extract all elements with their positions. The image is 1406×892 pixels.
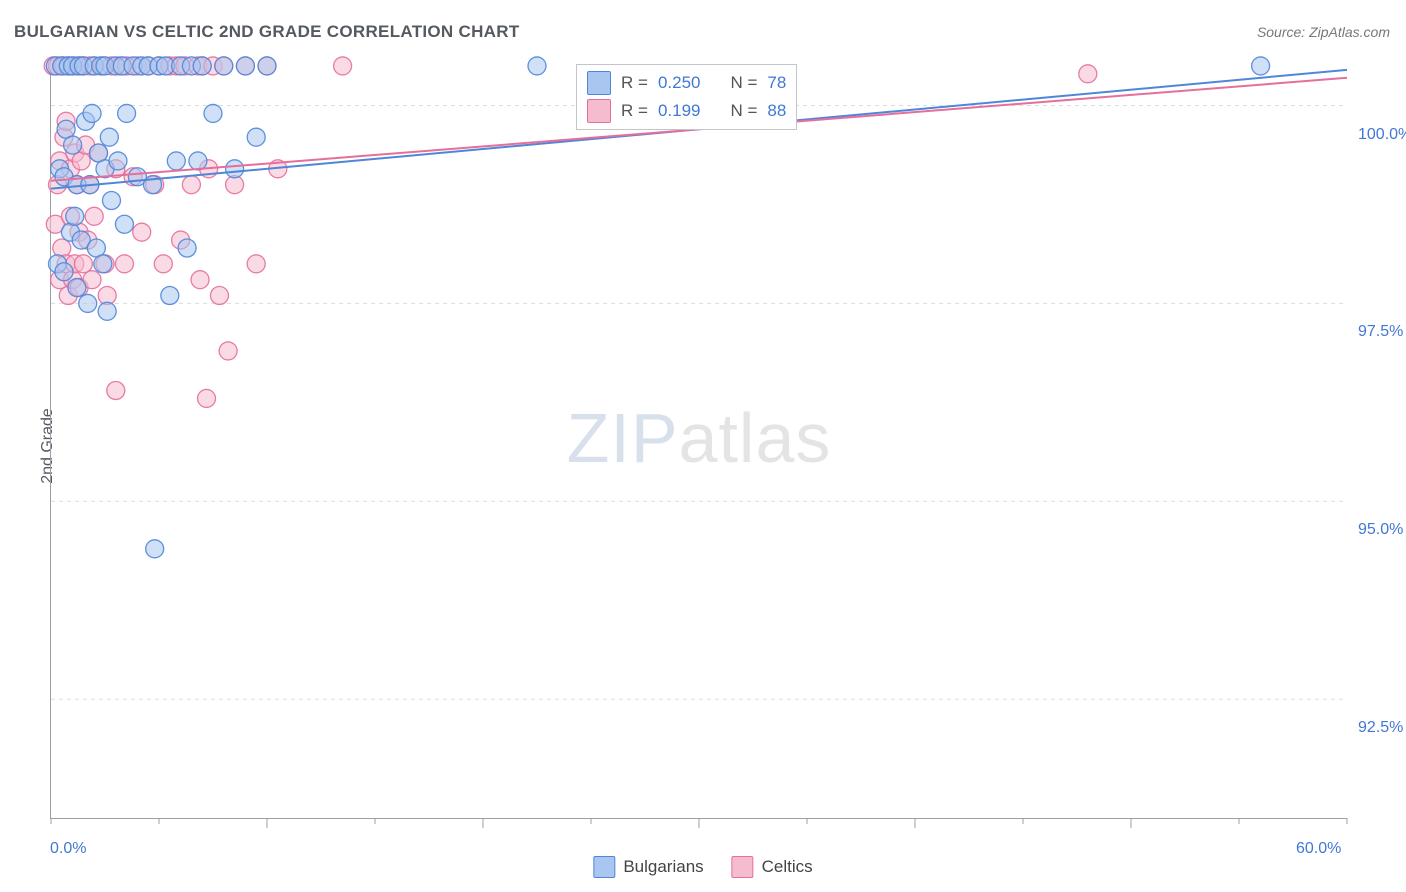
- x-tick-label: 60.0%: [1296, 840, 1341, 858]
- n-value: 78: [767, 73, 786, 93]
- chart-title: BULGARIAN VS CELTIC 2ND GRADE CORRELATIO…: [14, 22, 520, 42]
- correlation-stats-legend: R = 0.250 N = 78 R = 0.199 N = 88: [576, 64, 797, 130]
- legend-label: Bulgarians: [623, 857, 703, 877]
- series-legend: Bulgarians Celtics: [593, 856, 812, 878]
- y-tick-label: 97.5%: [1358, 323, 1403, 341]
- n-label: N =: [730, 73, 757, 93]
- n-label: N =: [730, 101, 757, 121]
- x-tick-label: 0.0%: [50, 840, 86, 858]
- r-label: R =: [621, 101, 648, 121]
- chart-container: BULGARIAN VS CELTIC 2ND GRADE CORRELATIO…: [0, 0, 1406, 892]
- legend-swatch: [587, 71, 611, 95]
- stat-legend-row: R = 0.250 N = 78: [587, 69, 786, 97]
- legend-swatch: [732, 856, 754, 878]
- legend-swatch: [587, 99, 611, 123]
- r-value: 0.250: [658, 73, 701, 93]
- legend-item: Celtics: [732, 856, 813, 878]
- plot-area: ZIPatlas R = 0.250N = 78R = 0.199N = 88: [50, 58, 1347, 819]
- scatter-plot-svg: [51, 58, 1347, 818]
- legend-swatch: [593, 856, 615, 878]
- r-value: 0.199: [658, 101, 701, 121]
- stat-legend-row: R = 0.199 N = 88: [587, 97, 786, 125]
- legend-item: Bulgarians: [593, 856, 703, 878]
- y-tick-label: 92.5%: [1358, 719, 1403, 737]
- y-tick-label: 100.0%: [1358, 126, 1406, 144]
- source-attribution: Source: ZipAtlas.com: [1257, 24, 1390, 40]
- r-label: R =: [621, 73, 648, 93]
- n-value: 88: [767, 101, 786, 121]
- legend-label: Celtics: [762, 857, 813, 877]
- y-tick-label: 95.0%: [1358, 521, 1403, 539]
